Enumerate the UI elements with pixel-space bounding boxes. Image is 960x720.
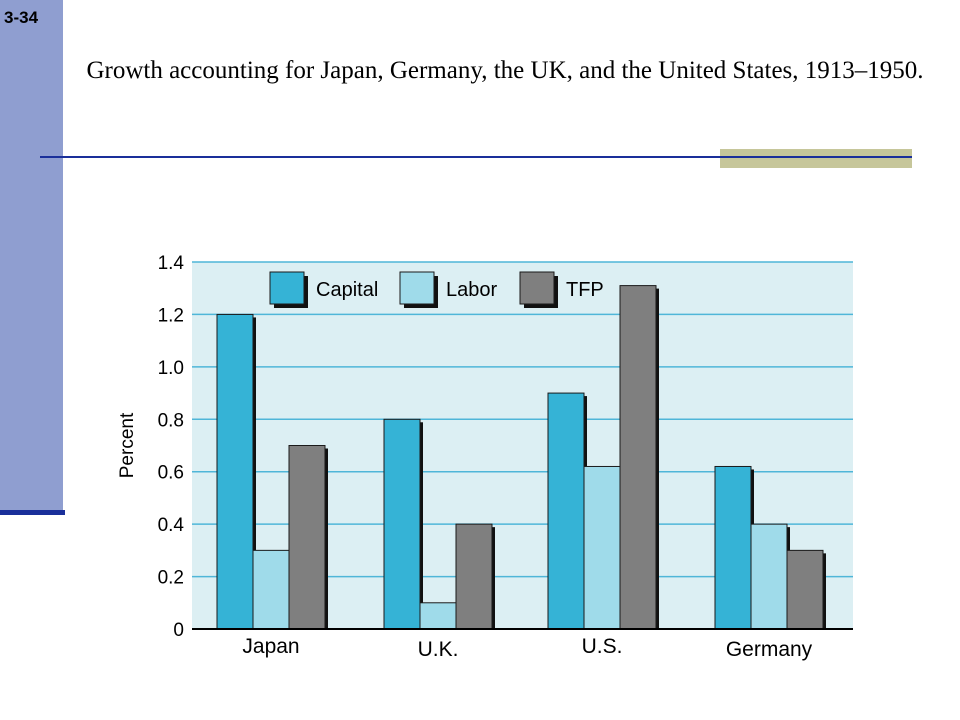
y-tick-label: 0.6 bbox=[158, 463, 184, 484]
y-tick-label: 1.2 bbox=[158, 305, 184, 326]
sidebar-band bbox=[0, 0, 63, 512]
bar-tfp bbox=[455, 523, 493, 630]
x-category-label: Japan bbox=[242, 635, 299, 658]
bar-capital bbox=[714, 465, 752, 630]
y-axis-label: Percent bbox=[117, 412, 138, 478]
legend-label-tfp: TFP bbox=[566, 279, 604, 301]
bar-labor bbox=[252, 549, 290, 630]
y-tick-label: 0.2 bbox=[158, 568, 184, 589]
title-divider-accent-line bbox=[720, 156, 912, 158]
title-accent-block bbox=[720, 149, 912, 168]
legend-label-capital: Capital bbox=[316, 279, 378, 301]
bar-capital bbox=[547, 392, 585, 630]
x-category-label: U.K. bbox=[418, 638, 459, 661]
sidebar-edge-line bbox=[0, 510, 65, 515]
bar-capital bbox=[216, 313, 254, 630]
legend-label-labor: Labor bbox=[446, 279, 497, 301]
legend-swatch-capital bbox=[269, 271, 305, 305]
growth-accounting-bar-chart: 0 0.2 0.4 0.6 0.8 1.0 1.2 1.4 Percent Japan U.K. U.… bbox=[117, 253, 853, 661]
y-tick-label: 1.0 bbox=[158, 358, 184, 379]
legend-swatch-tfp bbox=[519, 271, 555, 305]
y-tick-label: 0.8 bbox=[158, 410, 184, 431]
y-tick-label: 0.4 bbox=[158, 515, 185, 536]
y-tick-label: 0 bbox=[173, 620, 184, 641]
bar-capital bbox=[383, 418, 421, 630]
slide-number: 3-34 bbox=[4, 8, 39, 27]
bar-labor bbox=[583, 465, 621, 630]
x-category-label: U.S. bbox=[582, 635, 623, 658]
legend-swatch-labor bbox=[399, 271, 435, 305]
x-category-label: Germany bbox=[726, 638, 813, 661]
bar-tfp bbox=[786, 549, 824, 630]
bar-labor bbox=[419, 602, 457, 630]
slide-title: Growth accounting for Japan, Germany, th… bbox=[86, 57, 924, 84]
bar-tfp bbox=[288, 445, 326, 630]
y-tick-label: 1.4 bbox=[158, 253, 185, 274]
bar-labor bbox=[750, 523, 788, 630]
bar-tfp bbox=[619, 285, 657, 630]
title-divider-line bbox=[40, 156, 912, 158]
